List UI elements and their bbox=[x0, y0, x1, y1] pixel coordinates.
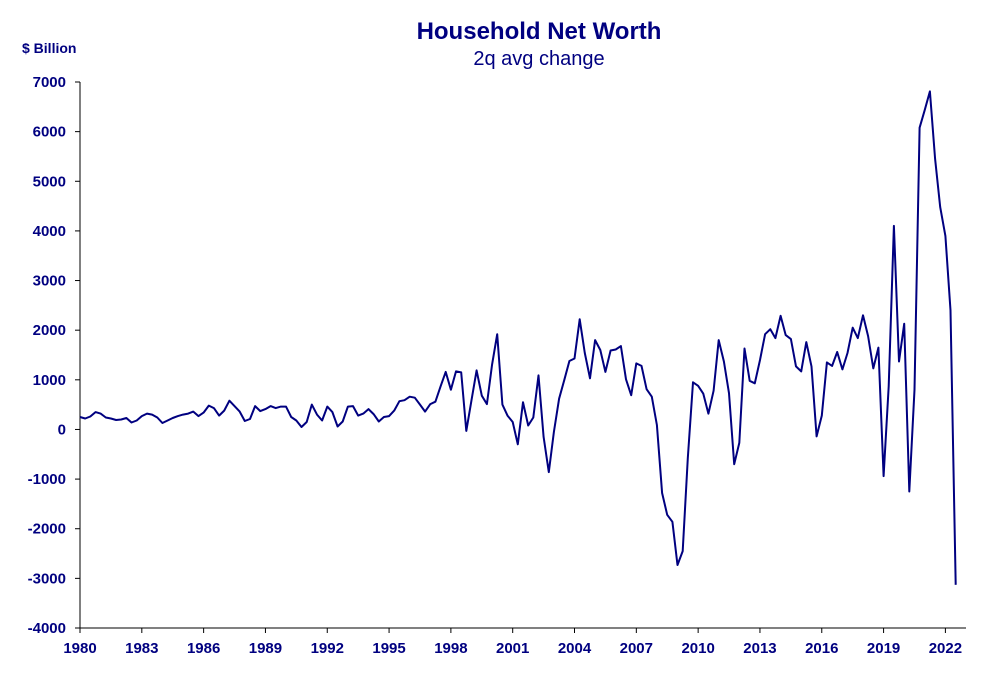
axes bbox=[75, 81, 966, 633]
y-tick-label: 2000 bbox=[33, 322, 66, 339]
plot-area bbox=[79, 90, 957, 585]
chart-subtitle: 2q avg change bbox=[473, 48, 604, 70]
x-tick-label: 1986 bbox=[187, 640, 220, 657]
chart-title: Household Net Worth bbox=[417, 18, 662, 45]
x-tick-label: 2022 bbox=[929, 640, 962, 657]
y-tick-label: 1000 bbox=[33, 372, 66, 389]
y-tick-label: 0 bbox=[58, 421, 66, 438]
y-tick-label: -1000 bbox=[28, 471, 66, 488]
x-tick-label: 2007 bbox=[620, 640, 653, 657]
x-tick-label: 2019 bbox=[867, 640, 900, 657]
series-line bbox=[79, 90, 957, 585]
x-tick-label: 2010 bbox=[681, 640, 714, 657]
x-tick-label: 2013 bbox=[743, 640, 776, 657]
x-tick-label: 2004 bbox=[558, 640, 592, 657]
y-tick-label: 6000 bbox=[33, 124, 66, 141]
y-tick-label: 4000 bbox=[33, 223, 66, 240]
y-tick-label: -2000 bbox=[28, 521, 66, 538]
x-tick-label: 2001 bbox=[496, 640, 529, 657]
tick-labels: 7000 6000 5000 4000 3000 2000 1000 0 -1000 -2000 -… bbox=[28, 74, 962, 657]
y-tick-label: -4000 bbox=[28, 620, 66, 637]
x-tick-label: 1998 bbox=[434, 640, 467, 657]
y-axis-unit-label: $ Billion bbox=[22, 40, 76, 56]
y-tick-label: -3000 bbox=[28, 570, 66, 587]
x-tick-label: 1989 bbox=[249, 640, 282, 657]
x-tick-label: 1995 bbox=[372, 640, 405, 657]
x-tick-label: 2016 bbox=[805, 640, 838, 657]
y-tick-label: 5000 bbox=[33, 173, 66, 190]
y-tick-label: 7000 bbox=[33, 74, 66, 91]
y-tick-label: 3000 bbox=[33, 273, 66, 290]
x-tick-label: 1980 bbox=[63, 640, 96, 657]
x-tick-label: 1992 bbox=[311, 640, 344, 657]
x-tick-label: 1983 bbox=[125, 640, 158, 657]
